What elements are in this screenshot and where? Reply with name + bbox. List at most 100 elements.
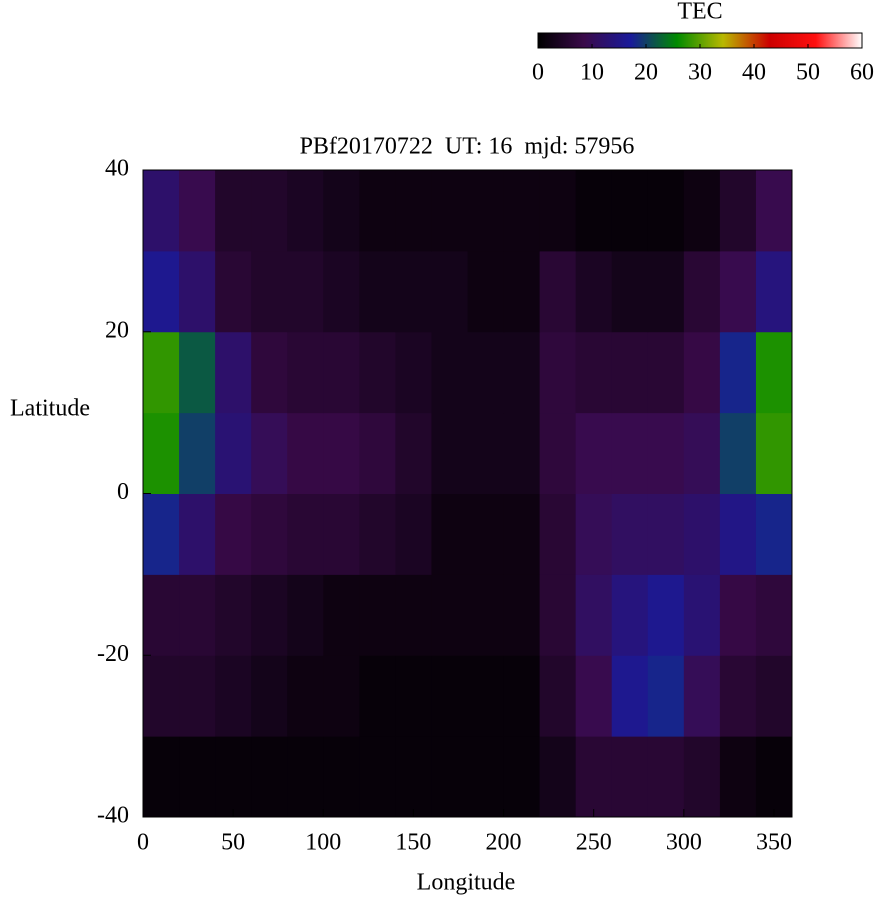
heat-cell [503, 736, 541, 818]
x-tick-label: 50 [221, 830, 245, 856]
heat-cell [323, 736, 360, 818]
heat-cell [395, 736, 432, 818]
y-tick-label: 0 [117, 479, 129, 505]
heat-cell [251, 250, 288, 333]
heat-cell [575, 736, 613, 818]
heat-cell [143, 250, 180, 333]
heat-cell [287, 574, 324, 656]
heat-cell [251, 412, 288, 494]
heat-cell [467, 493, 505, 575]
heat-cell [755, 574, 793, 656]
heat-cell [719, 250, 757, 333]
heat-cell [323, 655, 360, 737]
heat-cell [467, 250, 505, 333]
heat-cell [359, 170, 396, 252]
heat-cell [467, 574, 505, 656]
x-tick-label: 350 [756, 830, 792, 856]
heat-cell [395, 170, 432, 252]
heat-cell [647, 493, 685, 575]
heat-cell [179, 493, 216, 575]
heat-cell [575, 412, 613, 494]
heat-cell [611, 493, 649, 575]
heat-cell [395, 331, 432, 414]
heat-cell [575, 493, 613, 575]
heat-cell [251, 170, 288, 252]
colorbar-tick-label: 50 [796, 60, 820, 86]
heat-cell [215, 412, 252, 494]
heat-cell [395, 412, 432, 494]
heat-cell [575, 250, 613, 333]
heat-cell [539, 331, 577, 414]
heat-cell [395, 655, 432, 737]
heat-cell [539, 250, 577, 333]
heat-cell [179, 736, 216, 818]
heat-cell [323, 250, 360, 333]
heat-cell [251, 493, 288, 575]
heat-cell [287, 250, 324, 333]
heat-cell [179, 170, 216, 252]
heat-cell [539, 170, 577, 252]
heat-cell [431, 170, 468, 252]
heat-cell [431, 655, 468, 737]
heat-cell [287, 493, 324, 575]
heat-cell [467, 655, 505, 737]
heat-cell [683, 250, 721, 333]
colorbar-label: TEC [677, 0, 722, 25]
x-tick-label: 100 [305, 830, 341, 856]
heat-cell [179, 655, 216, 737]
heat-cell [647, 655, 685, 737]
heat-cell [467, 331, 505, 414]
heat-cell [215, 736, 252, 818]
heat-cell [683, 331, 721, 414]
heat-cell [215, 331, 252, 414]
heat-cell [215, 574, 252, 656]
heat-cell [251, 736, 288, 818]
heat-cell [359, 736, 396, 818]
heat-cell [215, 250, 252, 333]
heat-cell [503, 412, 541, 494]
heat-cell [539, 493, 577, 575]
heat-cell [611, 170, 649, 252]
heat-cell [755, 493, 793, 575]
heat-cell [647, 412, 685, 494]
x-axis-label: Longitude [417, 870, 516, 896]
heat-cell [647, 736, 685, 818]
heat-cell [143, 170, 180, 252]
heat-cell [287, 331, 324, 414]
heat-cell [719, 331, 757, 414]
heat-cell [683, 412, 721, 494]
heat-cell [359, 655, 396, 737]
heat-cell [647, 170, 685, 252]
heat-cell [359, 574, 396, 656]
heat-cell [287, 170, 324, 252]
colorbar-tick-label: 10 [580, 60, 604, 86]
heat-cell [179, 574, 216, 656]
y-tick-label: -40 [97, 803, 129, 829]
heat-cell [611, 331, 649, 414]
heat-cell [143, 574, 180, 656]
heat-cell [503, 250, 541, 333]
heat-cell [431, 331, 468, 414]
heat-cell [323, 574, 360, 656]
heat-cell [647, 331, 685, 414]
heat-cell [287, 655, 324, 737]
heat-cell [431, 412, 468, 494]
heat-cell [539, 655, 577, 737]
colorbar-tick-label: 20 [634, 60, 658, 86]
heat-cell [755, 250, 793, 333]
heat-cell [503, 655, 541, 737]
heat-cell [683, 574, 721, 656]
heat-cell [359, 493, 396, 575]
heat-cell [467, 736, 505, 818]
y-tick-label: 40 [105, 156, 129, 182]
heat-cell [611, 574, 649, 656]
heat-cell [143, 736, 180, 818]
heat-cell [179, 412, 216, 494]
x-tick-label: 0 [137, 830, 149, 856]
heat-cell [755, 655, 793, 737]
heat-cell [215, 493, 252, 575]
heat-cell [683, 736, 721, 818]
heat-cell [503, 574, 541, 656]
heat-cell [503, 170, 541, 252]
heat-cell [251, 331, 288, 414]
